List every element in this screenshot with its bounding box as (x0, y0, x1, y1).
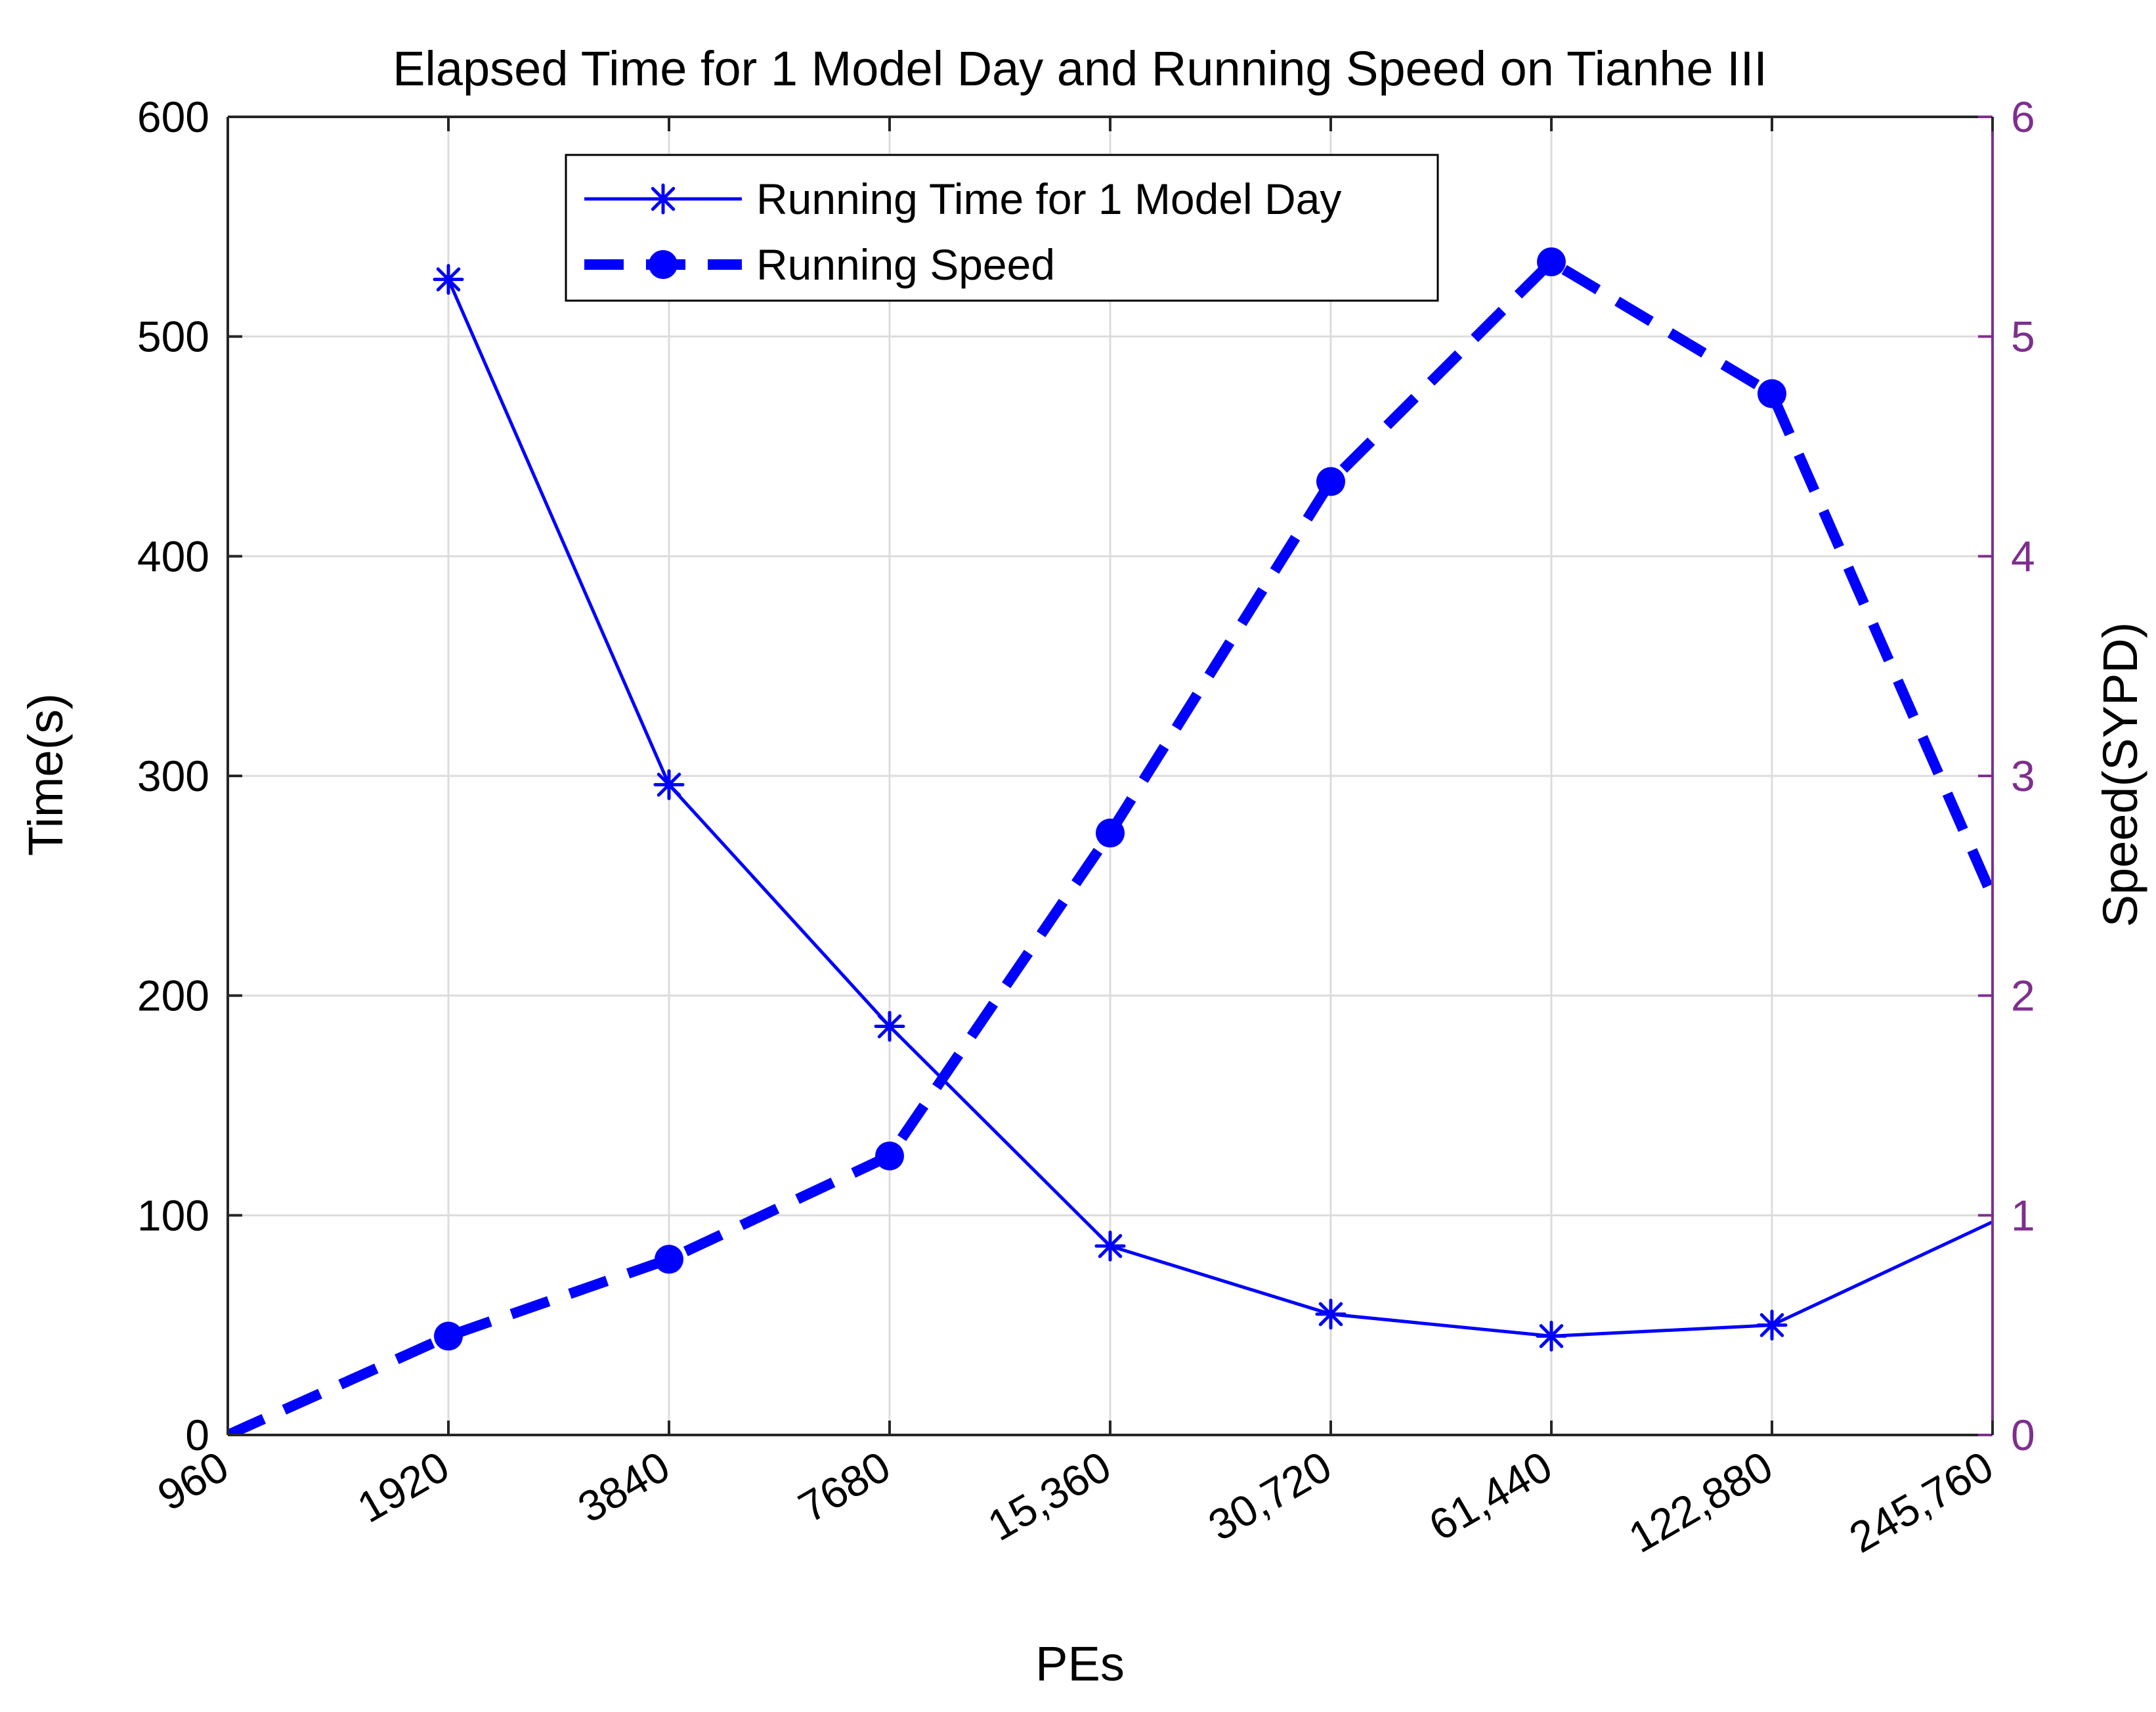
y-right-tick-label: 0 (2011, 1411, 2035, 1459)
time-point-marker (1094, 1230, 1126, 1262)
marker-stroke (877, 1014, 902, 1038)
speed-point-marker (1537, 247, 1566, 276)
y-left-tick-label: 100 (137, 1191, 209, 1239)
x-tick-label: 1920 (349, 1442, 457, 1531)
y-left-tick-label: 200 (137, 972, 209, 1020)
x-tick-label: 7680 (790, 1442, 898, 1531)
y-left-tick-label: 400 (137, 532, 209, 580)
speed-point-marker (1096, 819, 1125, 848)
y-left-tick-label: 500 (137, 312, 209, 361)
legend-speed-marker (649, 250, 678, 279)
y-right-tick-label: 2 (2011, 972, 2035, 1020)
time-point-marker (874, 1011, 905, 1042)
speed-point-marker (1757, 379, 1786, 408)
time-point-marker (1315, 1298, 1347, 1330)
y-axis-right-label: Speed(SYPD) (2093, 622, 2147, 928)
time-line (446, 278, 1993, 1338)
x-tick-label: 61,440 (1421, 1442, 1560, 1550)
x-tick-label: 960 (150, 1442, 236, 1520)
speed-line (228, 256, 1993, 1435)
marker-stroke (651, 186, 676, 211)
speed-point-marker (434, 1321, 463, 1351)
speed-point-marker (655, 1245, 683, 1274)
y-right-tick-label: 3 (2011, 752, 2035, 800)
y-axis-left-label: Time(s) (18, 693, 73, 856)
y-left-tick-label: 300 (137, 752, 209, 800)
marker-stroke (1759, 1313, 1784, 1337)
x-tick-label: 30,720 (1200, 1442, 1339, 1550)
legend-entry-label: Running Time for 1 Model Day (756, 175, 1341, 223)
y-right-tick-label: 1 (2011, 1191, 2035, 1239)
chart-title: Elapsed Time for 1 Model Day and Running… (393, 41, 1767, 96)
x-tick-label: 122,880 (1620, 1442, 1780, 1562)
legend-entry-label: Running Speed (756, 240, 1055, 289)
speed-point-marker (1316, 467, 1345, 496)
x-tick-label: 245,760 (1841, 1442, 2001, 1562)
legend-box (565, 154, 1439, 302)
time-point-marker (1536, 1320, 1567, 1352)
plot-series (228, 247, 1993, 1435)
grid-lines (226, 116, 1994, 1436)
x-axis-label: PEs (1035, 1637, 1125, 1691)
axes: 0 100 200 300 400 500 600 0 1 2 3 4 5 6 960 1920 3840 768… (137, 93, 2035, 1562)
marker-stroke (657, 773, 681, 797)
time-point-marker (433, 264, 464, 295)
y-right-tick-label: 6 (2011, 93, 2035, 141)
marker-stroke (1539, 1324, 1564, 1348)
y-left-tick-label: 0 (185, 1411, 209, 1459)
legend-time-marker (647, 183, 679, 215)
speed-point-marker (875, 1141, 904, 1170)
x-tick-label: 3840 (570, 1442, 678, 1531)
legend: Running Time for 1 Model Day Running Spee… (565, 154, 1439, 302)
y-right-tick-label: 4 (2011, 532, 2035, 580)
marker-stroke (1098, 1233, 1123, 1258)
time-point-marker (1756, 1310, 1788, 1341)
marker-stroke (1318, 1302, 1343, 1327)
y-right-tick-label: 5 (2011, 312, 2035, 361)
x-tick-label: 15,360 (980, 1442, 1119, 1550)
marker-stroke (436, 267, 461, 291)
y-left-tick-label: 600 (137, 93, 209, 141)
time-point-marker (653, 769, 685, 800)
